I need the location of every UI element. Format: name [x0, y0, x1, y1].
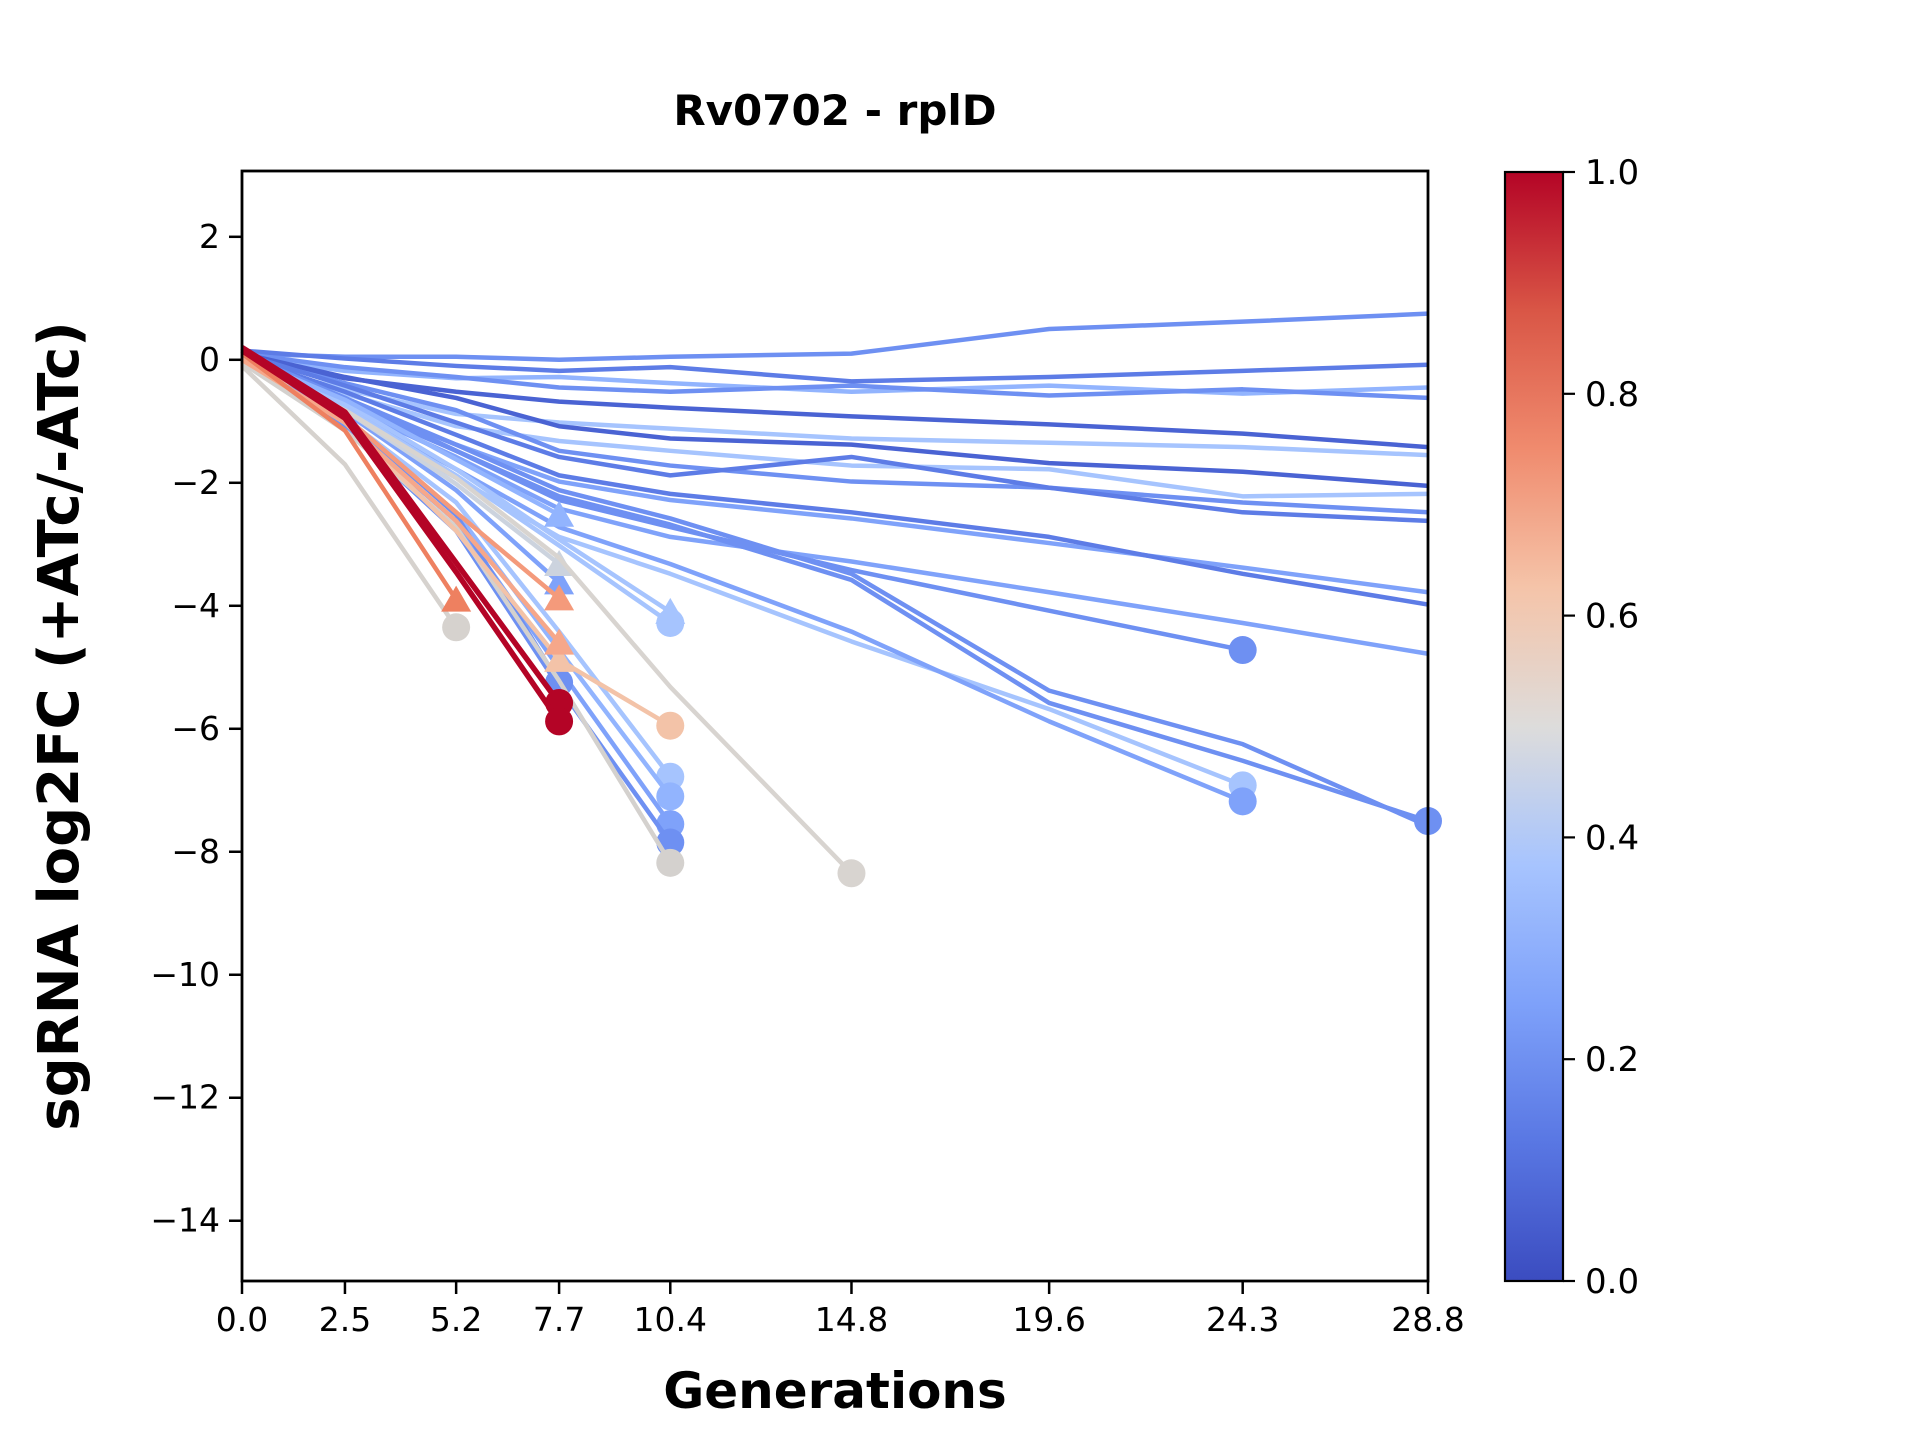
- colorbar-tick-label: 1.0: [1585, 153, 1639, 193]
- y-tick-label: −12: [150, 1078, 220, 1117]
- y-axis-label: sgRNA log2FC (+ATc/-ATc): [27, 321, 92, 1131]
- colorbar-layer: 0.0 0.2 0.4 0.6 0.8 1.0: [1503, 153, 1639, 1302]
- colorbar-tick-label: 0.0: [1585, 1262, 1639, 1302]
- colorbar-tick-label: 0.6: [1585, 597, 1639, 637]
- endpoint-circle-marker: [837, 859, 866, 888]
- sgrna-trajectory-line: [240, 364, 458, 629]
- colorbar: [1503, 170, 1565, 1283]
- plot-border: [240, 169, 1430, 1283]
- sgrna-trajectory-line: [241, 351, 1429, 401]
- sgrna-trajectory-line: [241, 354, 1244, 653]
- endpoint-triangle-marker: [544, 500, 575, 527]
- sgrna-trajectory-line: [240, 345, 562, 705]
- y-tick-label: 0: [199, 340, 220, 379]
- x-tick-label: 28.8: [1391, 1300, 1464, 1339]
- colorbar-tick-label: 0.2: [1585, 1040, 1639, 1080]
- chart-title: Rv0702 - rplD: [673, 86, 996, 135]
- y-tick-label: −6: [171, 709, 220, 748]
- y-tick-label: 2: [199, 217, 220, 256]
- sgrna-trajectory-line: [241, 354, 1429, 607]
- endpoint-triangle-marker: [544, 645, 575, 672]
- endpoint-circle-marker: [656, 608, 685, 637]
- x-tick-label: 24.3: [1206, 1300, 1279, 1339]
- sgrna-trajectory-line: [241, 348, 1429, 384]
- endpoint-circle-marker: [656, 782, 685, 811]
- endpoint-circle-marker: [545, 707, 574, 736]
- endpoint-triangle-marker: [441, 585, 472, 612]
- y-tick-label: −4: [171, 586, 220, 625]
- sgrna-trajectory-line: [241, 311, 1429, 363]
- y-tick-label: −14: [150, 1201, 220, 1240]
- x-tick-label: 7.7: [533, 1300, 585, 1339]
- x-axis-label: Generations: [663, 1362, 1007, 1420]
- endpoint-triangle-marker: [544, 628, 575, 655]
- x-tick-label: 14.8: [815, 1300, 888, 1339]
- endpoint-circle-marker: [656, 711, 685, 740]
- sgrna-trajectory-line: [241, 351, 1429, 524]
- sgrna-trajectory-line: [241, 354, 1429, 824]
- sgrna-trajectory-line: [241, 354, 1429, 515]
- x-tick-label: 10.4: [634, 1300, 707, 1339]
- x-tick-label: 19.6: [1012, 1300, 1085, 1339]
- endpoint-circle-marker: [442, 613, 471, 642]
- axes-layer: 0.0 2.5 5.2 7.7 10.4 14.8 19.6 24.3 28.8 2 0 −2 −4 −6…: [150, 169, 1465, 1339]
- x-tick-label: 5.2: [430, 1300, 482, 1339]
- series-layer: [240, 311, 1442, 888]
- sgrna-trajectory-line: [241, 351, 1429, 489]
- sgrna-trajectory-line: [240, 351, 459, 601]
- x-tick-label: 2.5: [319, 1300, 371, 1339]
- y-tick-label: −8: [171, 832, 220, 871]
- colorbar-tick-label: 0.8: [1585, 375, 1639, 415]
- colorbar-tick-label: 0.4: [1585, 818, 1639, 858]
- sgrna-trajectory-line: [240, 348, 562, 723]
- sgrna-trajectory-line: [240, 360, 673, 865]
- endpoint-circle-marker: [1228, 787, 1257, 816]
- sgrna-trajectory-line: [241, 351, 1429, 828]
- y-tick-label: −2: [171, 463, 220, 502]
- endpoint-circle-marker: [1228, 636, 1257, 665]
- y-tick-label: −10: [150, 955, 220, 994]
- endpoint-triangle-marker: [544, 584, 575, 611]
- endpoint-triangle-marker: [544, 568, 575, 595]
- endpoint-circle-marker: [656, 848, 685, 877]
- x-tick-label: 0.0: [216, 1300, 268, 1339]
